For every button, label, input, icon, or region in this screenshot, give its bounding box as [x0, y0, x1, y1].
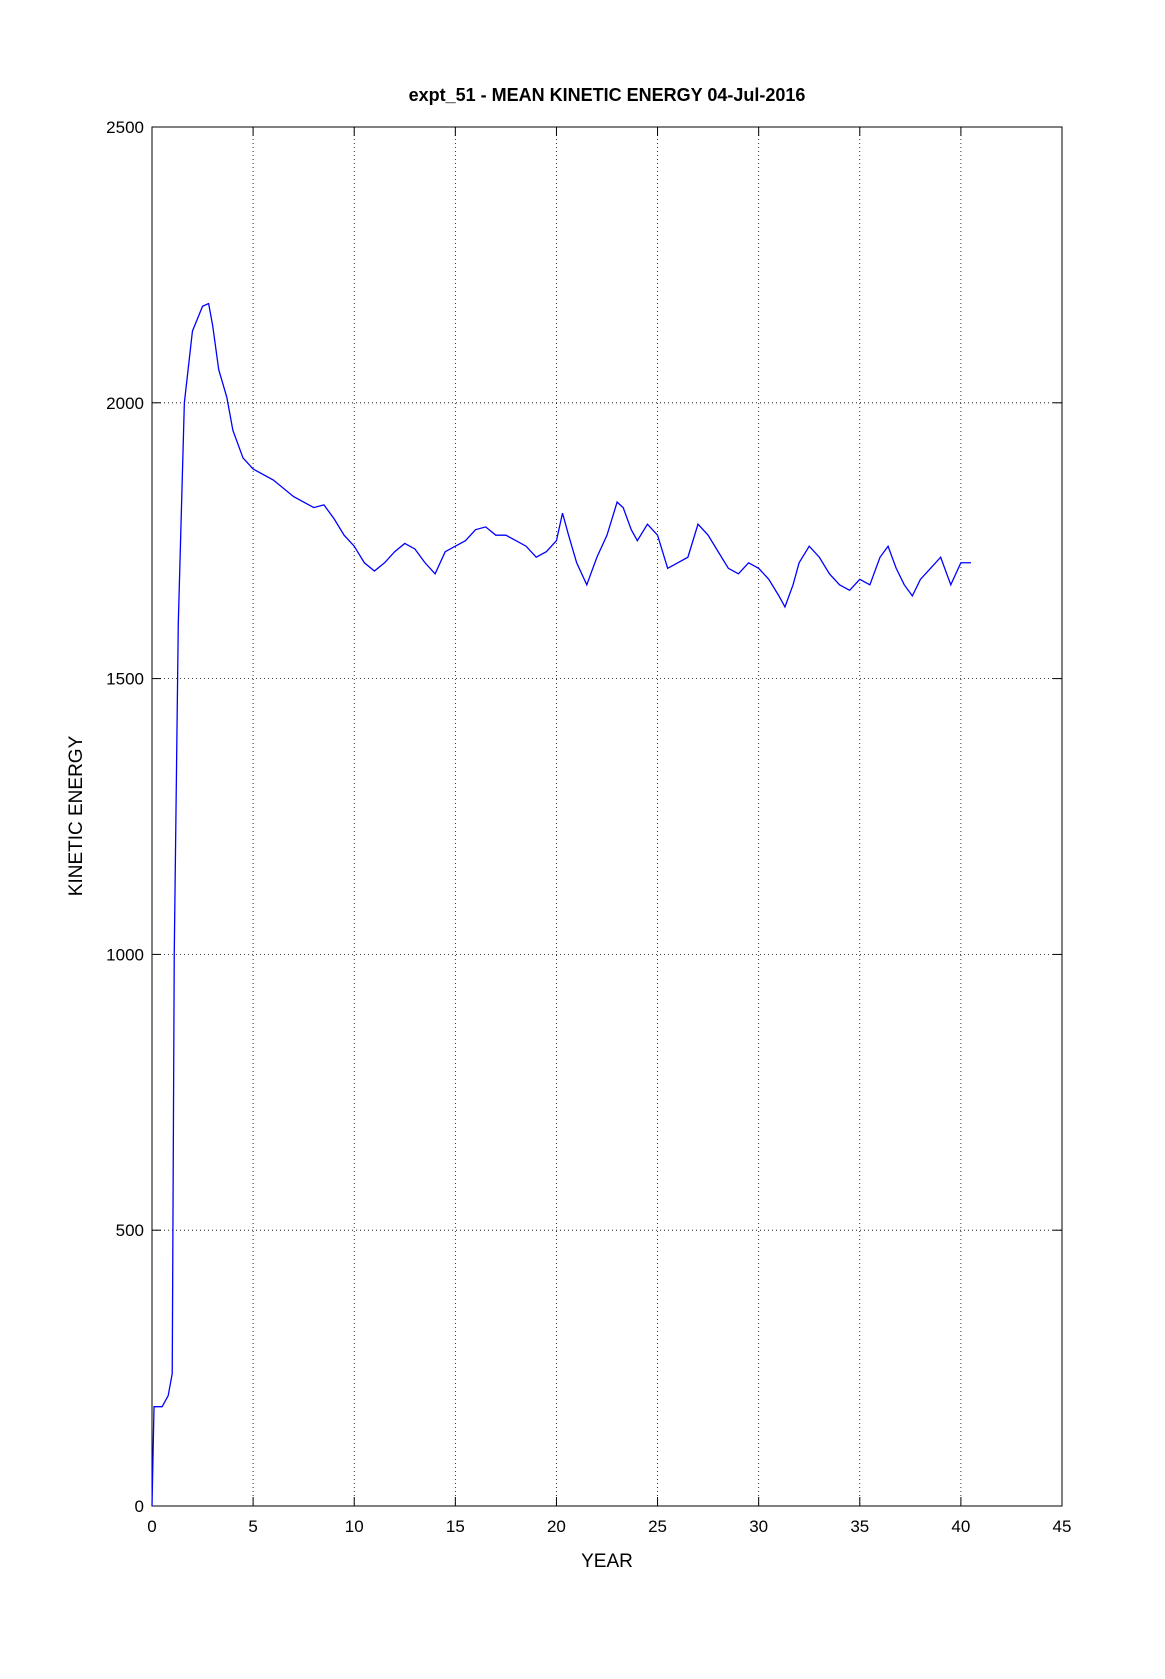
- x-tick-label: 15: [446, 1517, 465, 1536]
- plot-frame: [151, 126, 1063, 1507]
- x-tick-label: 45: [1053, 1517, 1072, 1536]
- x-tick-label: 40: [951, 1517, 970, 1536]
- x-tick-label: 5: [248, 1517, 257, 1536]
- x-tick-label: 20: [547, 1517, 566, 1536]
- y-tick-label: 1000: [106, 945, 144, 964]
- x-tick-label: 35: [850, 1517, 869, 1536]
- y-tick-label: 2000: [106, 394, 144, 413]
- x-tick-label: 25: [648, 1517, 667, 1536]
- x-tick-label: 30: [749, 1517, 768, 1536]
- y-tick-label: 0: [135, 1497, 144, 1516]
- chart-title: expt_51 - MEAN KINETIC ENERGY 04-Jul-201…: [409, 85, 806, 105]
- x-tick-label: 10: [345, 1517, 364, 1536]
- y-tick-label: 2500: [106, 118, 144, 137]
- y-tick-label: 500: [116, 1221, 144, 1240]
- y-axis-label: KINETIC ENERGY: [66, 735, 87, 896]
- x-axis-label: YEAR: [581, 1551, 633, 1572]
- data-line: [151, 302, 971, 1507]
- y-tick-label: 1500: [106, 670, 144, 689]
- x-tick-label: 0: [147, 1517, 156, 1536]
